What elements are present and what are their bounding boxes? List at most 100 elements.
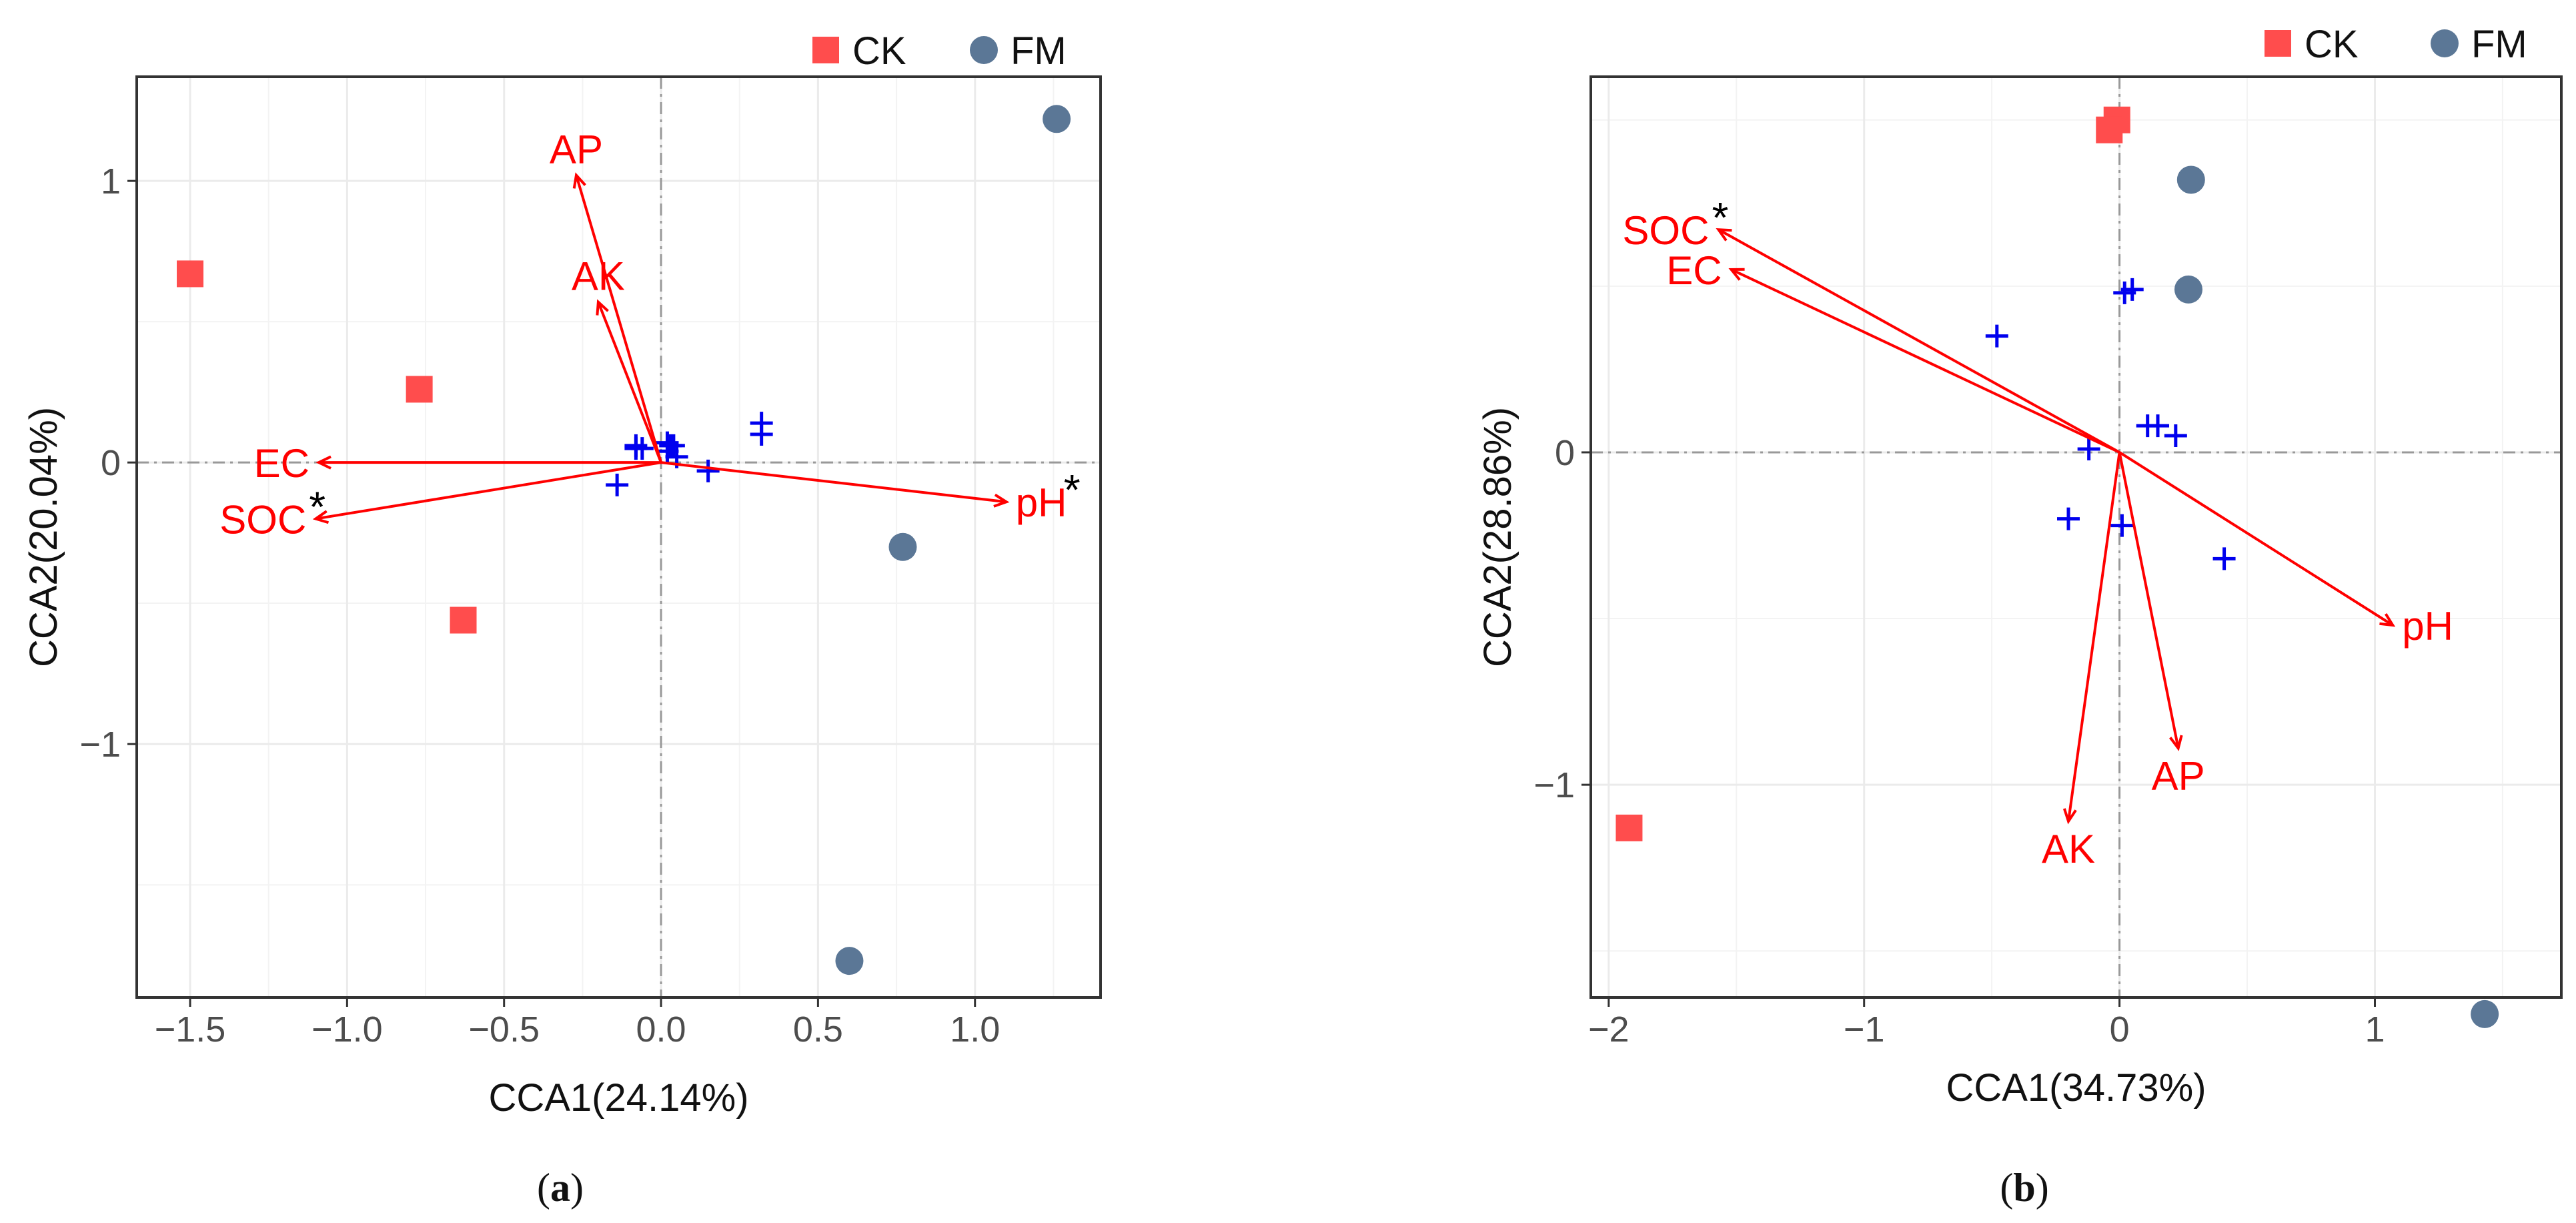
species-points	[1985, 278, 2236, 570]
arrow-ak	[2067, 452, 2121, 822]
arrow-soc	[315, 461, 662, 520]
sample-point-fm	[2471, 999, 2499, 1028]
arrow-soc	[1718, 228, 2120, 454]
sample-point-fm	[888, 532, 917, 561]
species-point	[2164, 424, 2187, 448]
x-tick-label: −1.0	[311, 1009, 383, 1050]
arrow-ap	[575, 175, 662, 463]
arrowhead-ph	[993, 493, 1010, 508]
legend-label: CK	[852, 29, 906, 73]
species-point	[696, 459, 720, 482]
axes: −1.5 −1.0 −0.5 0.0 0.5 1.0 −1 0 1	[79, 161, 1000, 1050]
sample-point-ck	[177, 260, 204, 288]
sample-points-ck	[1616, 106, 2130, 841]
species-point	[2057, 507, 2080, 530]
panel-label: (b)	[2000, 1166, 2048, 1210]
y-tick-label: 0	[101, 443, 121, 483]
sample-point-fm	[835, 947, 864, 975]
chart-panel-b: −2 −1 0 1 −1 0 CCA1(34.73%) CCA2(28.86%) SOC * EC p…	[1476, 23, 2563, 1210]
arrow-label-soc: SOC	[219, 498, 306, 542]
plot-border	[135, 75, 1102, 999]
arrow-ec	[1730, 268, 2120, 454]
x-axis-title: CCA1(24.14%)	[488, 1076, 748, 1120]
arrowhead-ak	[596, 299, 609, 316]
arrow-label-soc: SOC	[1622, 208, 1709, 253]
sample-point-ck	[1616, 814, 1643, 841]
arrow-label-ap: AP	[2152, 753, 2205, 798]
legend-swatch-fm	[2431, 29, 2459, 57]
y-tick-label: 0	[1555, 433, 1575, 473]
x-tick-label: 0.0	[636, 1009, 686, 1050]
legend-swatch-ck	[2265, 30, 2291, 57]
y-axis-title: CCA2(20.04%)	[22, 407, 65, 667]
environment-arrows: SOC * EC pH AP AK	[1622, 193, 2453, 871]
sample-point-ck	[450, 606, 477, 634]
panel-letter: a	[550, 1166, 570, 1210]
sample-points-fm	[835, 105, 1071, 975]
x-tick-label: −1.5	[155, 1009, 226, 1050]
arrow-label-ec: EC	[254, 441, 309, 486]
arrow-label-ph: pH	[2402, 604, 2453, 649]
arrow-label-ak: AK	[2042, 827, 2095, 871]
species-point	[750, 412, 773, 435]
plot-background	[1591, 77, 2561, 997]
sample-point-fm	[2174, 275, 2202, 304]
arrow-label-ak: AK	[572, 254, 625, 299]
arrow-ap	[2118, 452, 2180, 749]
significance-star: *	[1712, 193, 1728, 242]
sample-point-fm	[1043, 105, 1071, 133]
sample-points-fm	[2174, 165, 2499, 1028]
x-tick-label: −1	[1844, 1009, 1885, 1050]
x-tick-label: 0	[2110, 1009, 2130, 1050]
significance-star: *	[309, 483, 326, 531]
axes: −2 −1 0 1 −1 0	[1533, 433, 2385, 1050]
legend-label: CK	[2305, 23, 2359, 66]
legend-label: FM	[2471, 23, 2527, 66]
species-point	[1985, 324, 2008, 348]
x-tick-label: 0.5	[793, 1009, 843, 1050]
legend: CK FM	[812, 29, 1067, 73]
y-tick-label: −1	[79, 725, 121, 765]
arrowhead-ec	[315, 455, 332, 470]
arrowhead-soc	[312, 510, 330, 524]
y-tick-label: 1	[101, 161, 121, 201]
species-point	[656, 440, 679, 463]
chart-panel-a: −1.5 −1.0 −0.5 0.0 0.5 1.0 −1 0 1 CCA1(24.14%) CCA…	[22, 29, 1102, 1210]
species-point	[2077, 437, 2100, 460]
y-axis-title: CCA2(28.86%)	[1476, 407, 1519, 667]
arrowhead-soc	[1716, 228, 1732, 242]
x-tick-label: 1.0	[950, 1009, 1000, 1050]
panel-letter: b	[2013, 1166, 2035, 1210]
arrow-label-ec: EC	[1666, 248, 1722, 293]
species-point	[2212, 547, 2236, 570]
x-tick-label: 1	[2365, 1009, 2385, 1050]
legend: CK FM	[2265, 23, 2527, 66]
species-points	[606, 412, 773, 496]
arrow-label-ph: pH	[1016, 480, 1067, 525]
sample-point-ck	[2096, 116, 2123, 143]
sample-point-fm	[2176, 165, 2205, 194]
sample-point-ck	[406, 376, 433, 403]
arrowhead-ec	[1728, 268, 1745, 281]
species-point	[606, 473, 629, 496]
legend-swatch-fm	[970, 36, 998, 64]
x-axis-title: CCA1(34.73%)	[1946, 1066, 2206, 1110]
arrowhead-ak	[2062, 808, 2077, 825]
panel-label: (a)	[537, 1166, 584, 1210]
arrow-ph	[660, 461, 1007, 504]
species-point	[624, 434, 648, 457]
legend-label: FM	[1011, 29, 1067, 73]
arrow-ph	[2118, 451, 2394, 627]
arrow-ak	[597, 301, 662, 463]
arrowhead-ap	[2169, 735, 2183, 751]
species-point	[2146, 414, 2170, 438]
arrow-label-ap: AP	[550, 127, 603, 172]
x-tick-label: −2	[1588, 1009, 1630, 1050]
plot-border	[1589, 75, 2563, 999]
sample-points-ck	[177, 260, 477, 634]
significance-star: *	[1064, 466, 1081, 514]
plot-background	[137, 77, 1101, 997]
species-point	[2120, 278, 2144, 301]
